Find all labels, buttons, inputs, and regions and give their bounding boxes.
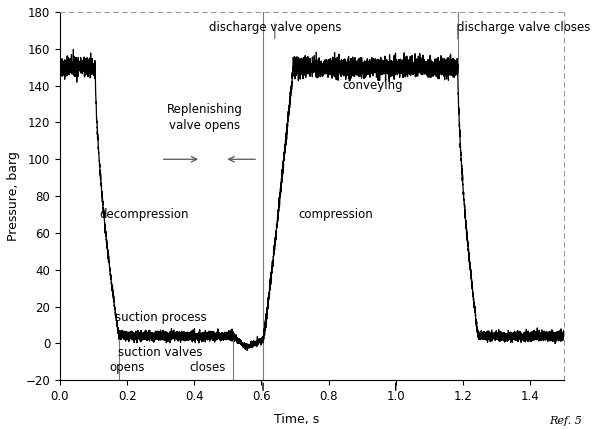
X-axis label: Time, s: Time, s: [274, 413, 319, 427]
Text: closes: closes: [190, 361, 226, 374]
Text: Ref. 5: Ref. 5: [549, 416, 582, 426]
Text: decompression: decompression: [99, 208, 188, 221]
Text: Replenishing
valve opens: Replenishing valve opens: [166, 103, 242, 132]
Text: suction process: suction process: [115, 311, 206, 324]
Text: compression: compression: [298, 208, 373, 221]
Y-axis label: Pressure, barg: Pressure, barg: [7, 151, 20, 241]
Text: opens: opens: [109, 361, 145, 374]
Text: suction valves: suction valves: [118, 346, 203, 359]
Text: conveying: conveying: [342, 79, 403, 92]
Text: discharge valve closes: discharge valve closes: [457, 21, 590, 34]
Text: discharge valve opens: discharge valve opens: [209, 21, 341, 34]
